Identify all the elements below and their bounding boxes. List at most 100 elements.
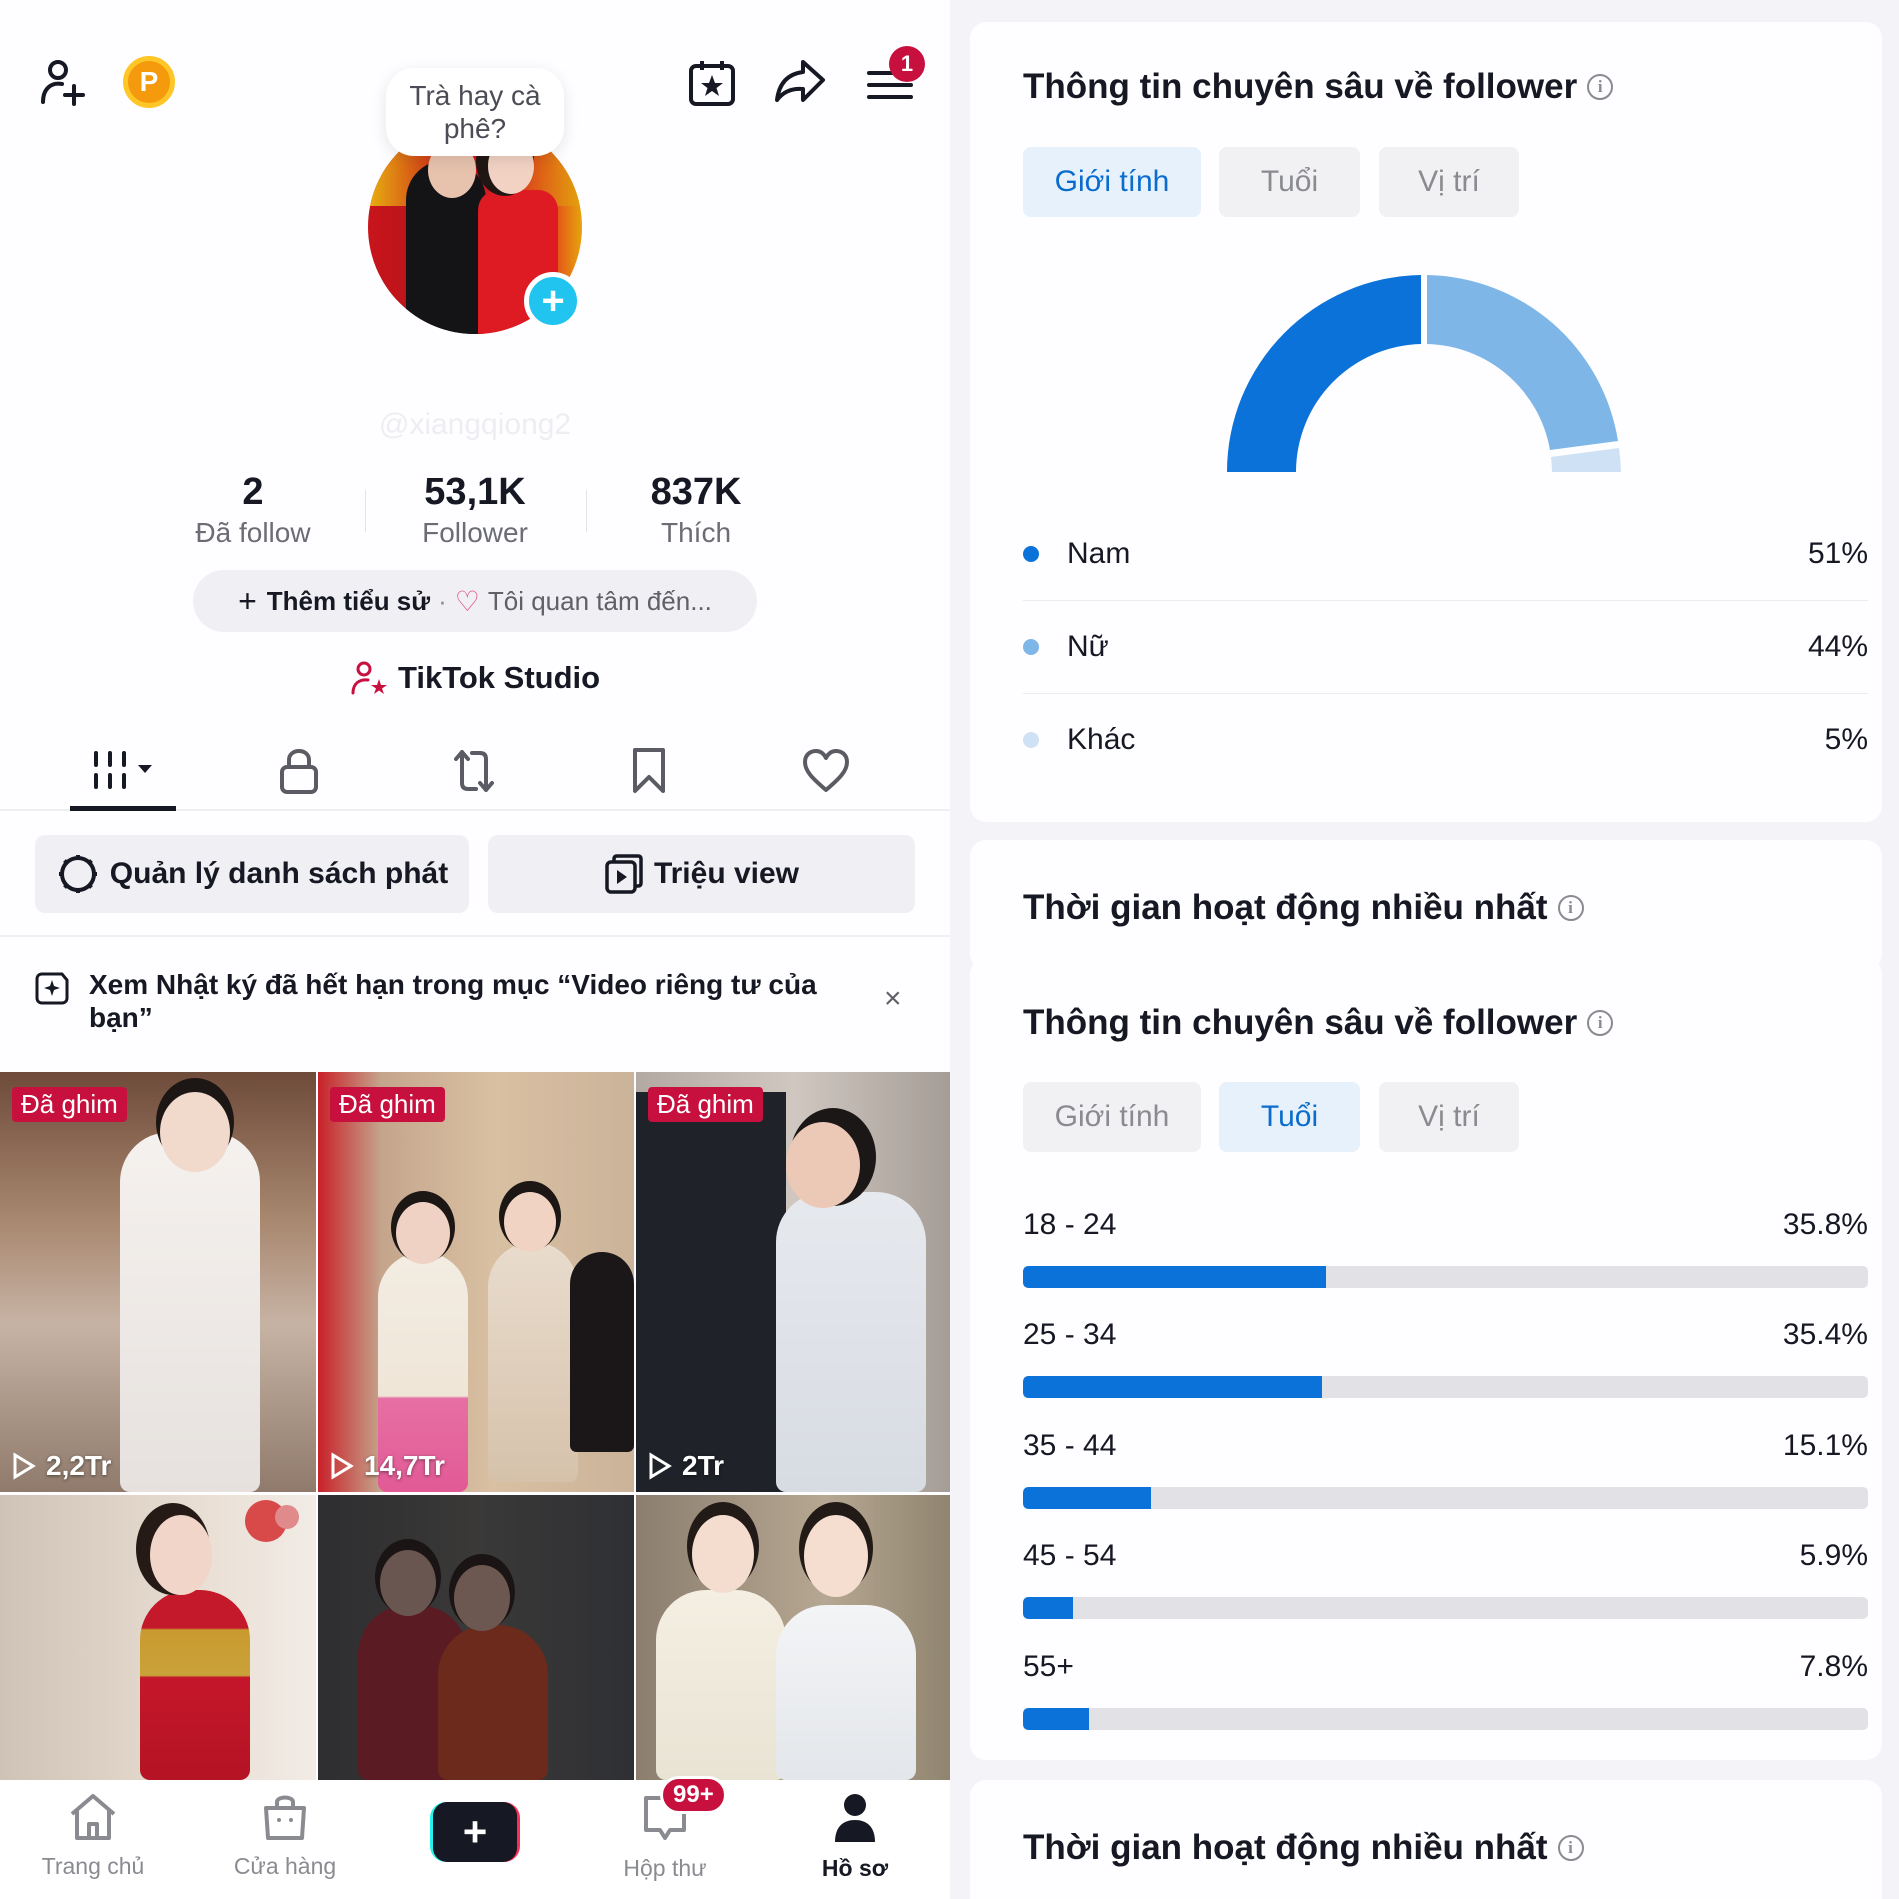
segment-gender[interactable]: Giới tính [1023,1082,1201,1152]
grid-dropdown-icon [94,751,152,789]
calendar-star-icon [689,61,735,106]
info-icon[interactable]: i [1587,1010,1614,1036]
video-thumbnail[interactable] [318,1495,634,1780]
info-icon[interactable]: i [1557,1835,1584,1861]
tab-private[interactable] [259,743,339,799]
following-count: 2 [242,471,264,513]
divider [365,490,366,532]
stat-followers[interactable]: 53,1K Follower [375,468,575,550]
age-bar-track [1023,1597,1868,1619]
age-bar-track [1023,1376,1868,1398]
username: @xiangqiong2 [378,408,572,441]
video-thumbnail[interactable] [0,1495,316,1780]
stat-likes[interactable]: 837K Thích [596,468,796,550]
donut-segment-male [1227,275,1421,472]
studio-label: TikTok Studio [398,660,601,695]
diary-sparkle-icon [35,972,69,1005]
age-bar-fill [1023,1487,1151,1509]
pinned-badge: Đã ghim [12,1087,127,1122]
tab-liked[interactable] [786,743,866,799]
nav-inbox[interactable]: Hộp thư [580,1792,750,1882]
age-bar-fill [1023,1266,1326,1288]
tiktok-studio-link[interactable]: TikTok Studio [350,660,600,696]
profile-tabs [0,735,950,811]
divider [1023,600,1868,601]
tab-favorites[interactable] [609,743,689,799]
active-time-card: Thời gian hoạt động nhiều nhất i [970,840,1882,970]
play-icon [649,1452,672,1480]
video-thumbnail[interactable]: Đã ghim 2Tr [636,1072,950,1492]
create-plus-icon: + [433,1802,517,1862]
play-icon [13,1452,36,1480]
notification-badge: 1 [889,46,925,82]
separator: · [438,585,447,616]
follower-insights-card-gender: Thông tin chuyên sâu về follower i Giới … [970,22,1882,822]
segment-age[interactable]: Tuổi [1219,1082,1360,1152]
card-title: Thời gian hoạt động nhiều nhất i [1023,1828,1584,1868]
segment-age[interactable]: Tuổi [1219,147,1360,217]
segment-location[interactable]: Vị trí [1379,1082,1519,1152]
bio-button[interactable]: + Thêm tiểu sử · ♡ Tôi quan tâm đến... [193,570,757,632]
video-stack-icon [605,854,643,894]
stat-following[interactable]: 2 Đã follow [153,468,353,550]
legend-dot [1023,546,1039,562]
video-thumbnail[interactable] [636,1495,950,1780]
follower-insights-card-age: Thông tin chuyên sâu về follower i Giới … [970,958,1882,1760]
tab-videos[interactable] [84,743,164,799]
nav-shop[interactable]: Cửa hàng [200,1792,370,1880]
followers-label: Follower [422,517,528,548]
age-bar-fill [1023,1597,1073,1619]
nav-profile[interactable]: Hồ sơ [770,1792,940,1882]
manage-playlist-button[interactable]: Quản lý danh sách phát [35,835,469,913]
segment-location[interactable]: Vị trí [1379,147,1519,217]
info-icon[interactable]: i [1557,895,1584,921]
heart-icon [803,749,849,792]
nav-shop-label: Cửa hàng [233,1853,337,1879]
age-bar-track [1023,1708,1868,1730]
legend-row-other: Khác 5% [1023,693,1868,787]
video-thumbnail[interactable]: Đã ghim 14,7Tr [318,1072,634,1492]
gender-half-donut-chart [1227,275,1621,472]
following-label: Đã follow [195,517,311,548]
add-user-icon [41,60,85,106]
nav-home[interactable]: Trang chủ [8,1792,178,1880]
profile-person-icon [835,1794,875,1842]
info-icon[interactable]: i [1587,74,1614,100]
inbox-count-badge: 99+ [660,1776,727,1814]
repost-icon [454,750,494,792]
nav-home-label: Trang chủ [41,1853,145,1879]
card-title: Thông tin chuyên sâu về follower i [1023,1003,1614,1043]
card-title: Thời gian hoạt động nhiều nhất i [1023,888,1584,928]
pinned-badge: Đã ghim [330,1087,445,1122]
create-video-button[interactable]: + [430,1802,520,1862]
interest-placeholder: Tôi quan tâm đến... [487,585,712,616]
million-view-label: Triệu view [653,857,800,890]
add-friend-button[interactable] [36,54,92,110]
pinned-badge: Đã ghim [648,1087,763,1122]
status-bubble[interactable]: Trà hay cà phê? [386,68,564,156]
active-tab-indicator [70,806,176,811]
tiktok-profile-screen: P 1 Trà hay cà phê? + @xiangqiong2 2 Đã … [0,46,950,1899]
coins-icon[interactable]: P [123,56,175,108]
lock-icon [280,749,318,794]
share-arrow-icon [775,60,825,102]
video-thumbnail[interactable]: Đã ghim 2,2Tr [0,1072,316,1492]
donut-segment-other [1551,448,1621,472]
add-story-button[interactable]: + [524,272,582,330]
home-icon [70,1794,116,1840]
likes-label: Thích [660,517,732,548]
divider [586,490,587,532]
creator-star-icon [351,661,387,695]
bottom-navigation: Trang chủ Cửa hàng + Hộp thư 99+ Hồ sơ [0,1776,950,1899]
donut-segment-female [1427,275,1618,450]
followers-count: 53,1K [424,471,526,513]
view-count: 2Tr [648,1450,724,1482]
segment-gender[interactable]: Giới tính [1023,147,1201,217]
million-view-button[interactable]: Triệu view [488,835,915,913]
close-notice-button[interactable]: × [884,982,902,1015]
share-button[interactable] [770,54,830,112]
active-time-card: Thời gian hoạt động nhiều nhất i [970,1780,1882,1899]
tab-reposts[interactable] [434,743,514,799]
calendar-button[interactable] [683,54,741,112]
legend-dot [1023,732,1039,748]
